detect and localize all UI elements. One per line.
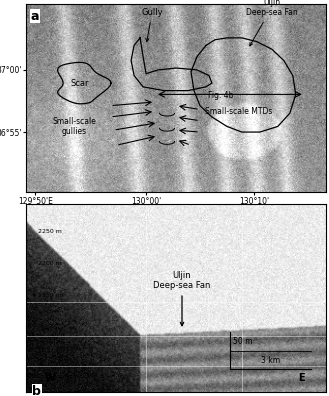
Text: Uljin
Deep-sea Fan: Uljin Deep-sea Fan bbox=[153, 271, 211, 326]
Text: 2250 m: 2250 m bbox=[38, 229, 62, 234]
Text: b: b bbox=[32, 385, 41, 396]
Text: 3 km: 3 km bbox=[261, 356, 280, 364]
Text: 50 m: 50 m bbox=[233, 337, 252, 346]
Text: Small-scale MTDs: Small-scale MTDs bbox=[205, 107, 272, 116]
Text: Scar: Scar bbox=[71, 78, 89, 88]
Text: a: a bbox=[31, 10, 39, 23]
Text: Small-scale
gullies: Small-scale gullies bbox=[52, 117, 96, 136]
Text: 2150 m: 2150 m bbox=[38, 293, 62, 299]
Text: E: E bbox=[298, 373, 305, 383]
Text: Fig. 4b: Fig. 4b bbox=[208, 91, 234, 100]
Text: Uljin
Deep-sea Fan: Uljin Deep-sea Fan bbox=[246, 0, 298, 46]
Text: 2200 m: 2200 m bbox=[38, 261, 62, 267]
Text: Gully: Gully bbox=[141, 8, 163, 42]
Text: W: W bbox=[44, 373, 55, 383]
